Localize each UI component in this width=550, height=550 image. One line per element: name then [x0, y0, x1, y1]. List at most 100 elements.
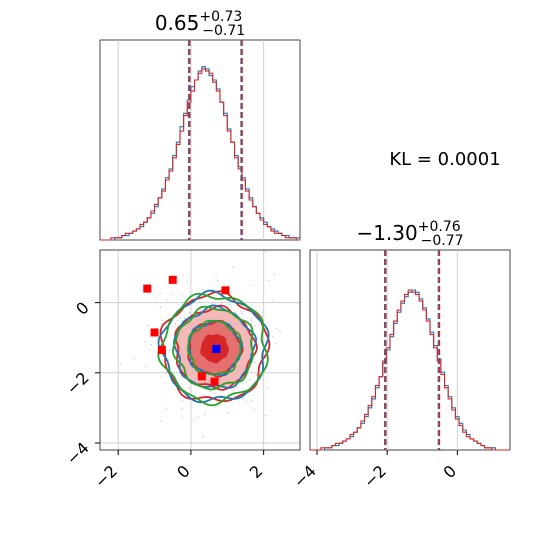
joint-sample-point	[250, 320, 253, 322]
marginal-1-series-1	[100, 66, 301, 241]
joint-red-square-marker	[150, 328, 159, 337]
joint-sample-point	[279, 330, 281, 332]
joint-sample-point	[185, 280, 188, 282]
marginal-panel-2-title-main: −1.30	[356, 221, 417, 245]
joint-y-tick-label: 0	[72, 298, 93, 319]
joint-x-tick-label: 2	[246, 461, 267, 482]
joint-sample-point	[159, 306, 162, 308]
joint-panel: −2 0 2 0−2−4	[63, 249, 324, 495]
joint-sample-point	[199, 309, 202, 311]
joint-sample-point	[232, 266, 234, 268]
joint-sample-point	[250, 400, 253, 403]
joint-sample-point	[159, 292, 162, 295]
joint-sample-point	[133, 357, 136, 359]
joint-contour-line-3-1	[187, 319, 242, 376]
joint-sample-point	[183, 316, 186, 319]
marginal-2-x-tick-label: −2	[360, 461, 390, 491]
marginal-2-x-tick-label: −4	[290, 461, 320, 491]
joint-sample-point	[228, 284, 231, 286]
joint-red-square-marker	[221, 286, 230, 295]
joint-sample-point	[252, 284, 255, 287]
joint-sample-point	[181, 416, 183, 418]
joint-sample-point	[187, 387, 190, 389]
joint-sample-point	[181, 408, 184, 410]
joint-sample-point	[227, 411, 229, 414]
joint-sample-point	[160, 420, 162, 422]
joint-sample-point	[201, 288, 203, 291]
joint-sample-point	[271, 335, 274, 338]
marginal-panel-1-quantile-lines	[187, 40, 243, 240]
joint-sample-point	[182, 274, 184, 276]
joint-sample-point	[181, 292, 183, 294]
joint-sample-point	[204, 493, 206, 495]
marginal-panel-2-title: −1.30+0.76 −0.77	[356, 219, 463, 249]
joint-sample-point	[253, 361, 256, 364]
joint-sample-point	[263, 371, 266, 374]
joint-sample-point	[260, 311, 263, 314]
joint-sample-point	[171, 314, 174, 317]
joint-red-square-marker	[157, 346, 166, 354]
joint-sample-point	[180, 377, 182, 379]
joint-sample-point	[242, 398, 244, 400]
joint-sample-point	[179, 317, 182, 319]
marginal-1-series-2	[100, 68, 300, 241]
joint-panel-y-ticks: 0 −2 −4	[63, 298, 100, 468]
marginal-2-x-tick-label: 0	[440, 461, 461, 482]
joint-sample-point	[160, 375, 163, 378]
joint-sample-point	[273, 273, 276, 276]
joint-sample-point	[254, 325, 256, 327]
joint-sample-point	[215, 276, 217, 279]
joint-sample-point	[251, 322, 253, 325]
joint-sample-point	[240, 312, 243, 315]
joint-contour-line-3-2	[171, 305, 254, 391]
marginal-panel-2-x-ticks: −4 −2 0	[290, 450, 460, 492]
marginal-panel-1-title-minus: −0.71	[202, 23, 245, 39]
joint-sample-point	[253, 408, 256, 411]
joint-sample-point	[204, 413, 206, 416]
joint-sample-point	[266, 386, 269, 389]
joint-panel-frame	[99, 249, 301, 451]
joint-sample-point	[264, 414, 267, 416]
joint-sample-point	[245, 400, 248, 403]
joint-sample-point	[220, 394, 223, 397]
joint-sample-point	[255, 374, 258, 376]
joint-sample-point	[240, 310, 243, 313]
marginal-panel-2-title-minus: −0.77	[421, 233, 464, 249]
joint-sample-point	[119, 363, 122, 365]
joint-blue-square-marker	[212, 344, 221, 353]
marginal-panel-2: −4 −2 0 −1.30+0.76 −0.77	[290, 219, 511, 492]
joint-red-square-marker	[168, 275, 177, 284]
marginal-panel-1-frame	[99, 39, 301, 241]
marginal-2-series-1	[310, 289, 510, 451]
joint-sample-point	[235, 386, 238, 389]
joint-sample-point	[144, 365, 147, 367]
joint-sample-point	[150, 343, 153, 346]
joint-sample-point	[197, 416, 200, 419]
joint-sample-point	[322, 347, 324, 349]
joint-sample-point	[242, 381, 244, 383]
joint-sample-point	[176, 319, 178, 322]
kl-label: KL = 0.0001	[389, 149, 500, 170]
joint-sample-point	[234, 311, 237, 314]
joint-sample-point	[202, 436, 205, 438]
joint-sample-point	[228, 303, 231, 306]
marginal-panel-1-grid	[117, 40, 265, 240]
joint-sample-point	[166, 299, 168, 302]
marginal-panel-1-title: 0.65+0.73 −0.71	[155, 9, 245, 39]
marginal-panel-2-series	[310, 289, 510, 451]
joint-red-square-marker	[143, 284, 152, 293]
joint-red-square-marker	[210, 377, 219, 386]
joint-sample-point	[161, 319, 163, 321]
joint-panel-x-ticks: −2 0 2	[91, 450, 267, 492]
marginal-panel-1-title-plus: +0.73	[199, 9, 242, 25]
joint-panel-markers	[143, 275, 230, 386]
joint-sample-point	[209, 390, 211, 392]
joint-x-tick-label: 0	[173, 461, 194, 482]
marginal-panel-1: 0.65+0.73 −0.71	[99, 9, 301, 241]
joint-contour-line-1-1	[200, 334, 230, 364]
joint-sample-point	[275, 327, 278, 330]
joint-sample-point	[159, 339, 161, 342]
joint-sample-point	[144, 340, 147, 343]
joint-sample-point	[172, 293, 174, 295]
joint-sample-point	[217, 279, 219, 282]
